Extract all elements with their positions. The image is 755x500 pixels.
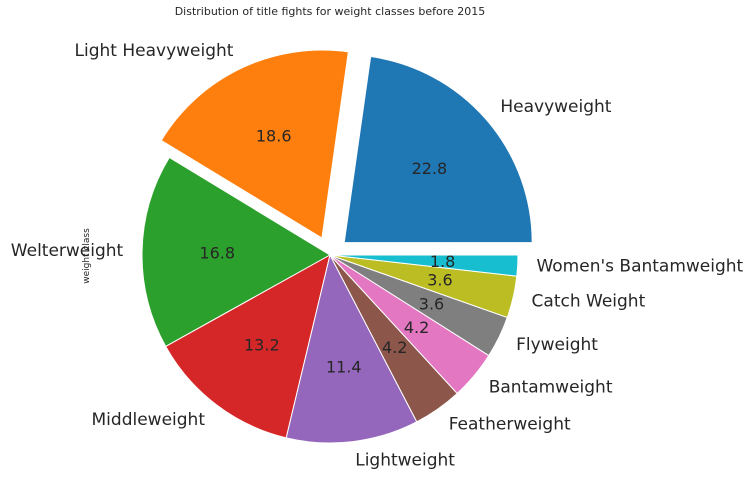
category-label-light-heavyweight: Light Heavyweight [75, 41, 234, 61]
value-label-light-heavyweight: 18.6 [256, 127, 292, 146]
value-label-catch-weight: 3.6 [427, 271, 452, 290]
pie-slice-welterweight [141, 156, 331, 348]
y-axis-label: weight class [82, 228, 92, 284]
pie-slice-heavyweight [343, 55, 533, 244]
category-label-heavyweight: Heavyweight [500, 97, 611, 117]
value-label-featherweight: 4.2 [382, 338, 407, 357]
pie-slice-light-heavyweight [160, 49, 349, 239]
category-label-catch-weight: Catch Weight [532, 291, 646, 311]
pie-slices [141, 49, 533, 444]
value-label-middleweight: 13.2 [244, 335, 280, 354]
pie-labels: 22.8 Heavyweight 18.6 Light Heavyweight 16.8… [11, 41, 744, 470]
category-label-middleweight: Middleweight [92, 410, 206, 430]
category-label-welterweight: Welterweight [11, 241, 124, 261]
chart-title: Distribution of title fights for weight … [175, 5, 486, 18]
value-label-women-s-bantamweight: 1.8 [430, 252, 455, 271]
pie-slice-middleweight [165, 254, 331, 439]
category-label-bantamweight: Bantamweight [489, 378, 613, 398]
value-label-heavyweight: 22.8 [412, 159, 448, 178]
category-label-featherweight: Featherweight [449, 414, 571, 434]
value-label-bantamweight: 4.2 [404, 318, 429, 337]
category-label-flyweight: Flyweight [516, 335, 598, 355]
pie-slice-lightweight [285, 253, 418, 444]
value-label-flyweight: 3.6 [419, 295, 444, 314]
value-label-welterweight: 16.8 [199, 243, 235, 262]
value-label-lightweight: 11.4 [326, 357, 362, 376]
category-label-lightweight: Lightweight [355, 450, 455, 470]
category-label-women-s-bantamweight: Women's Bantamweight [536, 257, 743, 277]
pie-slice-women-s-bantamweight [329, 254, 519, 277]
